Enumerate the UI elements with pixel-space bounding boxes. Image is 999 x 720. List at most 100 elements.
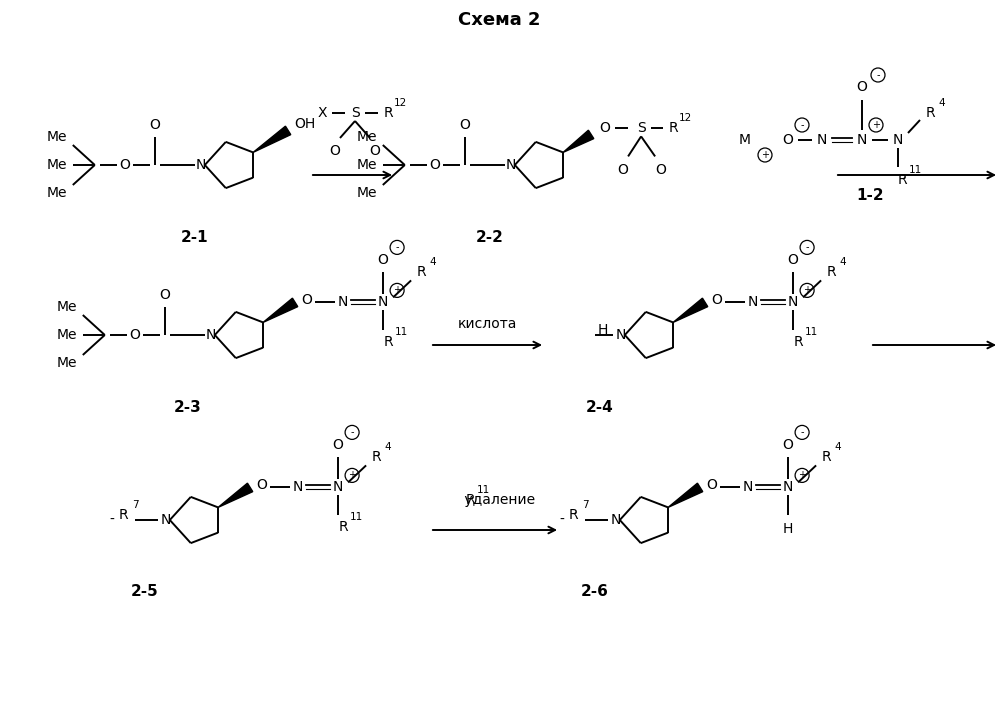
Text: 4: 4 xyxy=(840,258,846,267)
Text: O: O xyxy=(430,158,441,172)
Text: Me: Me xyxy=(357,186,377,200)
Text: N: N xyxy=(893,133,903,147)
Text: O: O xyxy=(711,294,722,307)
Text: O: O xyxy=(150,118,160,132)
Text: N: N xyxy=(788,295,798,310)
Text: N: N xyxy=(817,133,827,147)
Text: R: R xyxy=(339,521,348,534)
Text: O: O xyxy=(333,438,344,452)
Text: O: O xyxy=(782,133,793,147)
Text: N: N xyxy=(293,480,304,495)
Text: R: R xyxy=(826,266,836,279)
Text: O: O xyxy=(330,144,341,158)
Text: 2-2: 2-2 xyxy=(477,230,503,245)
Polygon shape xyxy=(218,483,253,508)
Text: H: H xyxy=(597,323,608,337)
Text: R: R xyxy=(466,493,475,507)
Text: -: - xyxy=(351,428,354,438)
Text: O: O xyxy=(257,478,268,492)
Text: N: N xyxy=(610,513,621,527)
Text: R: R xyxy=(569,508,578,522)
Text: S: S xyxy=(351,106,360,120)
Text: R: R xyxy=(417,266,426,279)
Text: 2-6: 2-6 xyxy=(581,585,609,600)
Text: +: + xyxy=(872,120,880,130)
Text: O: O xyxy=(370,144,381,158)
Text: R: R xyxy=(897,173,907,187)
Text: Me: Me xyxy=(47,158,67,172)
Text: X: X xyxy=(318,106,327,120)
Text: H: H xyxy=(783,523,793,536)
Text: Me: Me xyxy=(357,158,377,172)
Text: S: S xyxy=(636,122,645,135)
Text: R: R xyxy=(925,106,935,120)
Text: O: O xyxy=(129,328,140,342)
Text: OH: OH xyxy=(295,117,316,132)
Text: 1-2: 1-2 xyxy=(856,187,884,202)
Text: -: - xyxy=(396,243,399,253)
Text: Me: Me xyxy=(57,356,77,370)
Text: R: R xyxy=(372,451,381,464)
Text: 11: 11 xyxy=(804,328,818,338)
Text: -: - xyxy=(800,120,804,130)
Text: O: O xyxy=(706,478,717,492)
Text: -: - xyxy=(559,513,564,527)
Text: R: R xyxy=(119,508,129,522)
Text: Me: Me xyxy=(57,328,77,342)
Text: N: N xyxy=(206,328,216,342)
Text: R: R xyxy=(384,336,393,349)
Text: Me: Me xyxy=(357,130,377,144)
Text: 7: 7 xyxy=(582,500,589,510)
Text: 2-5: 2-5 xyxy=(131,585,159,600)
Text: O: O xyxy=(302,294,313,307)
Text: -: - xyxy=(876,70,880,80)
Text: M: M xyxy=(739,133,751,147)
Text: O: O xyxy=(460,118,471,132)
Text: 12: 12 xyxy=(394,98,407,108)
Text: O: O xyxy=(378,253,389,267)
Text: O: O xyxy=(856,80,867,94)
Text: 2-3: 2-3 xyxy=(174,400,202,415)
Text: 2-4: 2-4 xyxy=(586,400,613,415)
Text: +: + xyxy=(798,470,806,480)
Text: N: N xyxy=(783,480,793,495)
Text: R: R xyxy=(793,336,803,349)
Text: 4: 4 xyxy=(939,98,945,108)
Text: +: + xyxy=(393,285,402,295)
Text: 11: 11 xyxy=(350,513,363,523)
Text: O: O xyxy=(782,438,793,452)
Text: N: N xyxy=(748,295,758,310)
Text: O: O xyxy=(787,253,798,267)
Text: R: R xyxy=(821,451,831,464)
Text: +: + xyxy=(803,285,811,295)
Text: N: N xyxy=(505,158,516,172)
Text: 4: 4 xyxy=(430,258,437,267)
Polygon shape xyxy=(253,126,291,153)
Text: N: N xyxy=(378,295,389,310)
Text: 11: 11 xyxy=(395,328,408,338)
Polygon shape xyxy=(263,298,298,323)
Text: Me: Me xyxy=(47,130,67,144)
Text: O: O xyxy=(119,158,130,172)
Text: R: R xyxy=(384,106,393,120)
Text: -: - xyxy=(109,513,114,527)
Text: Схема 2: Схема 2 xyxy=(458,11,540,29)
Text: -: - xyxy=(800,428,804,438)
Text: 11: 11 xyxy=(477,485,490,495)
Polygon shape xyxy=(673,298,707,323)
Text: +: + xyxy=(761,150,769,160)
Text: N: N xyxy=(857,133,867,147)
Text: N: N xyxy=(196,158,206,172)
Text: 11: 11 xyxy=(908,165,922,175)
Text: 4: 4 xyxy=(385,442,392,452)
Text: 7: 7 xyxy=(133,500,139,510)
Text: N: N xyxy=(338,295,349,310)
Text: +: + xyxy=(348,470,356,480)
Polygon shape xyxy=(563,130,593,153)
Text: N: N xyxy=(161,513,171,527)
Text: O: O xyxy=(160,288,170,302)
Text: 4: 4 xyxy=(835,442,841,452)
Text: 12: 12 xyxy=(678,114,691,123)
Text: R: R xyxy=(668,122,678,135)
Polygon shape xyxy=(668,483,702,508)
